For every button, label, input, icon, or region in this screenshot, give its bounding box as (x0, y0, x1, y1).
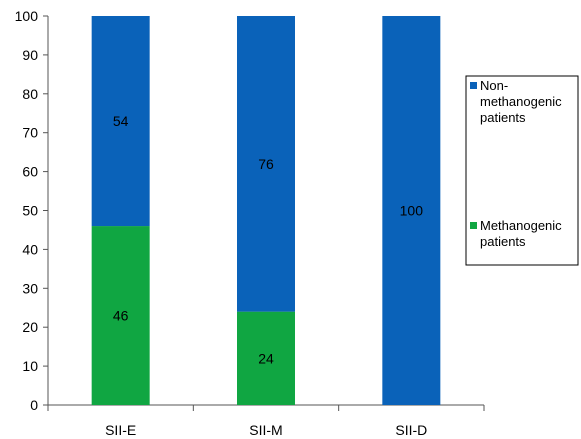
y-tick-label: 70 (22, 125, 38, 141)
data-label: 54 (113, 113, 129, 129)
bar-segment (91, 16, 150, 227)
bar-segment (91, 226, 150, 405)
y-tick-label: 30 (22, 280, 38, 296)
y-tick-label: 90 (22, 47, 38, 63)
data-label: 24 (258, 350, 274, 366)
y-tick-label: 100 (15, 8, 39, 24)
y-tick-label: 80 (22, 86, 38, 102)
y-tick-label: 50 (22, 203, 38, 219)
data-label: 100 (400, 203, 424, 219)
legend-swatch (470, 82, 477, 89)
legend: Non-methanogenicpatientsMethanogenicpati… (465, 75, 579, 266)
legend-label: patients (480, 234, 526, 249)
y-tick-label: 10 (22, 358, 38, 374)
bar-segment (382, 16, 441, 405)
y-tick-label: 40 (22, 241, 38, 257)
y-tick-label: 60 (22, 164, 38, 180)
data-labels: 46 54 24 76 100 (113, 113, 423, 366)
x-category-label: SII-D (395, 422, 427, 438)
data-label: 46 (113, 308, 129, 324)
legend-label: Methanogenic (480, 218, 562, 233)
legend-label: patients (480, 110, 526, 125)
legend-label: Non- (480, 78, 508, 93)
legend-box (465, 75, 579, 266)
bar-segment (237, 16, 295, 312)
x-category-label: SII-E (105, 422, 136, 438)
legend-label: methanogenic (480, 94, 562, 109)
data-label: 76 (258, 156, 274, 172)
y-tick-label: 0 (30, 397, 38, 413)
y-tick-label: 20 (22, 319, 38, 335)
x-category-label: SII-M (249, 422, 282, 438)
legend-swatch (470, 222, 477, 229)
bars (91, 16, 441, 405)
bar-segment (237, 311, 295, 405)
